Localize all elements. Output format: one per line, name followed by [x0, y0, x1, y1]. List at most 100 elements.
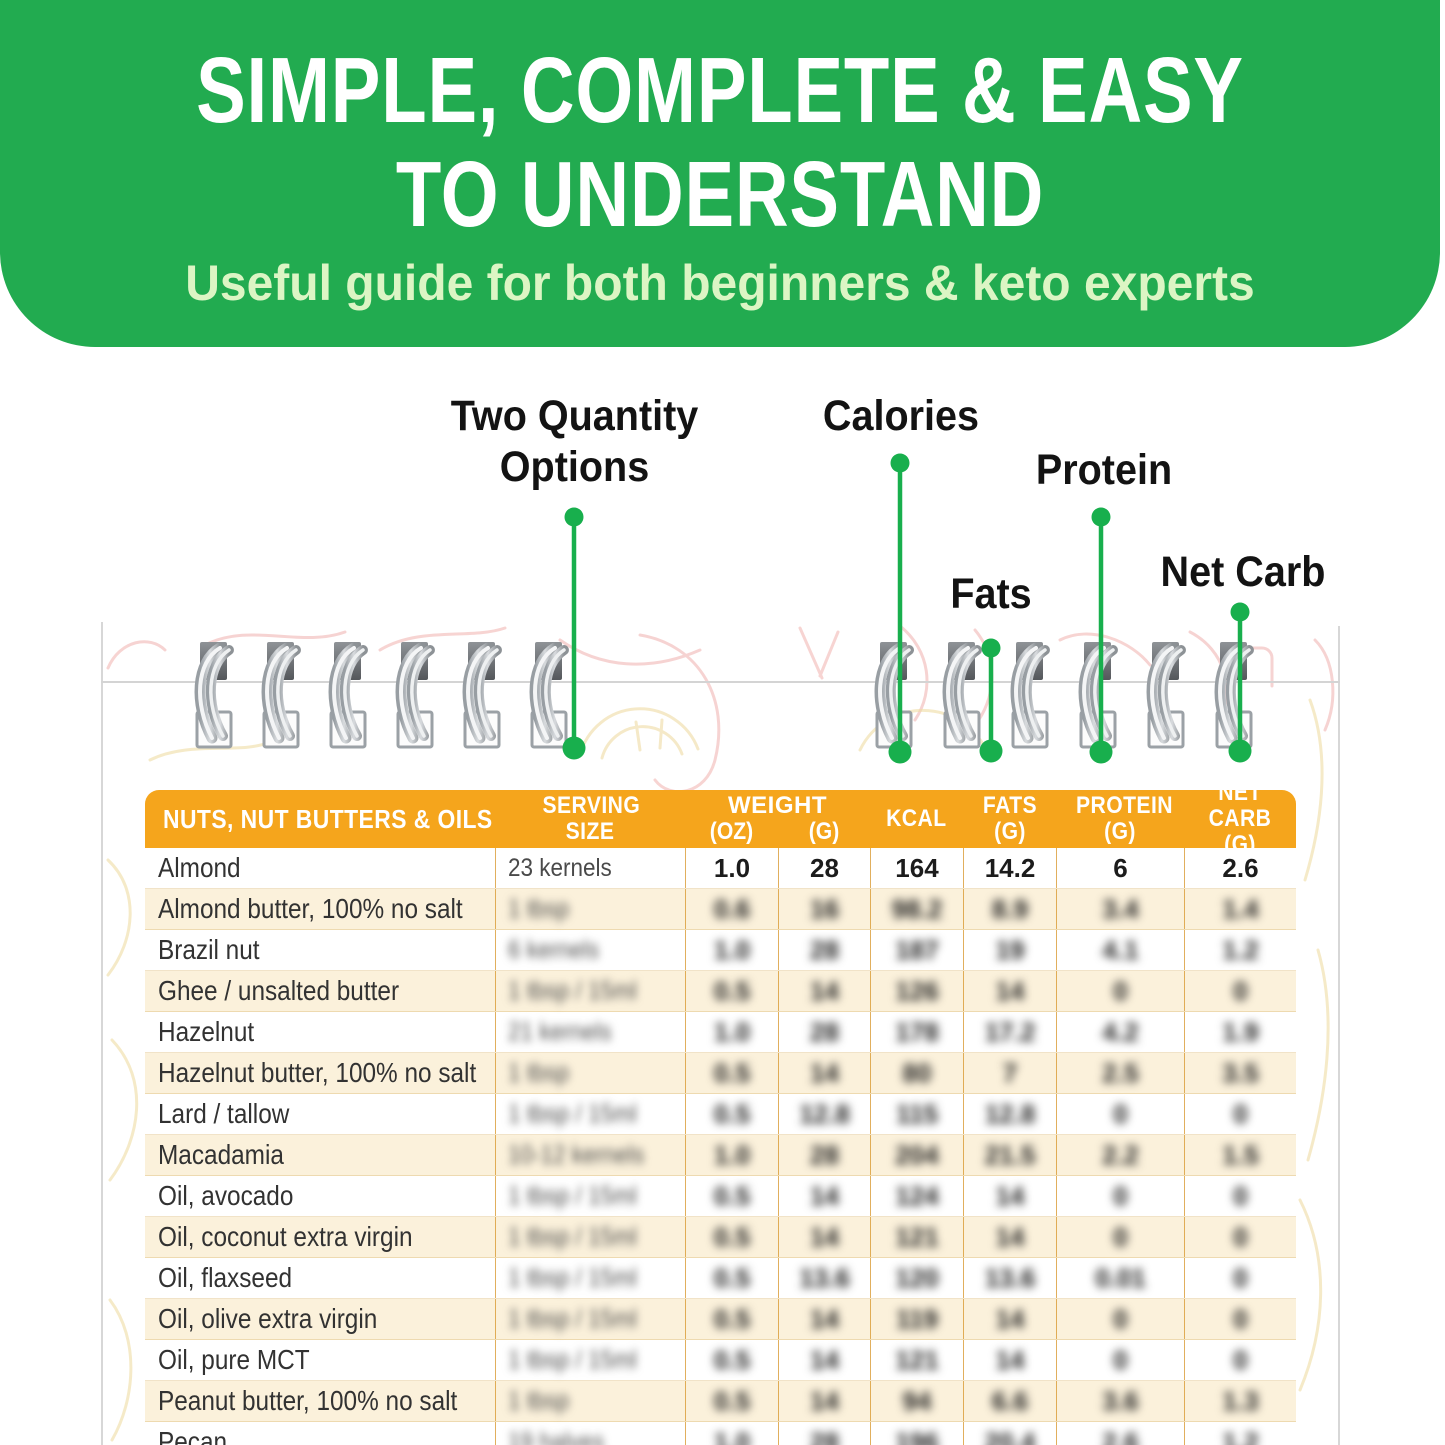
kcal-value: 80: [870, 1053, 963, 1093]
netcarb-value: 1.5: [1184, 1135, 1296, 1175]
protein-value: 3.6: [1056, 1381, 1184, 1421]
weight-g: 14: [778, 1299, 870, 1339]
fats-value: 19: [963, 930, 1056, 970]
weight-g: 14: [778, 1217, 870, 1257]
netcarb-value: 2.6: [1184, 848, 1296, 888]
label-net-carb: Net Carb: [1160, 548, 1326, 596]
weight-oz: 0.5: [685, 1053, 778, 1093]
serving-size: 1 tbsp / 15ml: [495, 1340, 685, 1380]
weight-oz: 1.0: [685, 1012, 778, 1052]
food-name: Oil, pure MCT: [158, 1344, 310, 1375]
serving-size: 1 tbsp: [495, 889, 685, 929]
weight-g: 14: [778, 1176, 870, 1216]
fats-value: 21.5: [963, 1135, 1056, 1175]
header-weight: WEIGHT: [728, 792, 827, 819]
weight-oz: 0.6: [685, 889, 778, 929]
annotation-line-protein: [1089, 507, 1113, 764]
food-name: Macadamia: [158, 1139, 284, 1170]
weight-g: 28: [778, 1135, 870, 1175]
table-row: Hazelnut butter, 100% no salt 1 tbsp 0.5 14…: [145, 1053, 1296, 1094]
weight-oz: 1.0: [685, 1135, 778, 1175]
fats-value: 14: [963, 1217, 1056, 1257]
protein-value: 0: [1056, 1340, 1184, 1380]
weight-oz: 1.0: [685, 930, 778, 970]
kcal-value: 121: [870, 1340, 963, 1380]
header-fats: FATS (G): [982, 792, 1037, 845]
fats-value: 6.6: [963, 1381, 1056, 1421]
fats-value: 14: [963, 971, 1056, 1011]
serving-size: 1 tbsp / 15ml: [495, 1176, 685, 1216]
weight-g: 28: [778, 848, 870, 888]
header-weight-oz: (OZ): [709, 818, 754, 845]
netcarb-value: 3.5: [1184, 1053, 1296, 1093]
kcal-value: 119: [870, 1299, 963, 1339]
kcal-value: 164: [870, 848, 963, 888]
kcal-value: 124: [870, 1176, 963, 1216]
weight-g: 16: [778, 889, 870, 929]
header-weight-group: WEIGHT (OZ) (G): [685, 790, 870, 848]
spiral-coil: [942, 642, 982, 749]
serving-size: 21 kernels: [495, 1012, 685, 1052]
banner-title: SIMPLE, COMPLETE & EASY TO UNDERSTAND: [144, 38, 1296, 246]
spiral-coil: [395, 642, 435, 749]
spiral-coil: [1214, 642, 1254, 749]
fats-value: 14.2: [963, 848, 1056, 888]
kcal-value: 120: [870, 1258, 963, 1298]
protein-value: 6: [1056, 848, 1184, 888]
kcal-value: 115: [870, 1094, 963, 1134]
page-top-fold-line: [101, 681, 1340, 683]
table-row: Almond butter, 100% no salt 1 tbsp 0.6 16 98…: [145, 889, 1296, 930]
kcal-value: 196: [870, 1422, 963, 1445]
weight-g: 28: [778, 930, 870, 970]
fats-value: 14: [963, 1340, 1056, 1380]
netcarb-value: 1.3: [1184, 1381, 1296, 1421]
spiral-coil: [1146, 642, 1186, 749]
table-row: Lard / tallow 1 tbsp / 15ml 0.5 12.8 115 12.8…: [145, 1094, 1296, 1135]
fats-value: 14: [963, 1299, 1056, 1339]
netcarb-value: 1.2: [1184, 930, 1296, 970]
spiral-coil: [874, 642, 914, 749]
table-row: Peanut butter, 100% no salt 1 tbsp 0.5 14 94…: [145, 1381, 1296, 1422]
serving-size: 1 tbsp: [495, 1053, 685, 1093]
annotation-line-fats: [979, 638, 1003, 763]
fats-value: 7: [963, 1053, 1056, 1093]
serving-size: 6 kernels: [495, 930, 685, 970]
food-name: Peanut butter, 100% no salt: [158, 1385, 458, 1416]
header-protein: PROTEIN (G): [1076, 792, 1173, 845]
protein-value: 0: [1056, 1094, 1184, 1134]
weight-oz: 0.5: [685, 1094, 778, 1134]
spiral-coil: [1078, 642, 1118, 749]
serving-size: 10-12 kernels: [495, 1135, 685, 1175]
table-row: Oil, coconut extra virgin 1 tbsp / 15ml 0.…: [145, 1217, 1296, 1258]
table-row: Oil, avocado 1 tbsp / 15ml 0.5 14 124 14 0 0: [145, 1176, 1296, 1217]
netcarb-value: 0: [1184, 1258, 1296, 1298]
food-name: Hazelnut: [158, 1016, 255, 1047]
page-left-edge: [101, 622, 103, 1445]
weight-g: 13.6: [778, 1258, 870, 1298]
netcarb-value: 1.2: [1184, 1422, 1296, 1445]
table-row: Ghee / unsalted butter 1 tbsp / 15ml 0.5 14…: [145, 971, 1296, 1012]
serving-size: 1 tbsp / 15ml: [495, 1258, 685, 1298]
food-name: Oil, coconut extra virgin: [158, 1221, 413, 1252]
table-row: Oil, flaxseed 1 tbsp / 15ml 0.5 13.6 120 13.6…: [145, 1258, 1296, 1299]
food-name: Ghee / unsalted butter: [158, 975, 400, 1006]
food-name: Almond butter, 100% no salt: [158, 893, 463, 924]
protein-value: 4.2: [1056, 1012, 1184, 1052]
label-fats: Fats: [950, 570, 1032, 618]
spiral-coil: [328, 642, 368, 749]
fats-value: 8.9: [963, 889, 1056, 929]
protein-value: 0: [1056, 1299, 1184, 1339]
banner-title-line1: SIMPLE, COMPLETE & EASY: [196, 38, 1244, 142]
label-calories: Calories: [822, 392, 980, 440]
page-right-edge: [1338, 626, 1340, 1445]
weight-g: 14: [778, 1381, 870, 1421]
table-rows: Almond 23 kernels 1.0 28 164 14.2 6 2.6 Almond b…: [145, 848, 1296, 1445]
weight-oz: 0.5: [685, 1381, 778, 1421]
table-header-row: NUTS, NUT BUTTERS & OILS SERVING SIZE WE…: [145, 780, 1296, 858]
kcal-value: 126: [870, 971, 963, 1011]
header-serving-size: SERVING SIZE: [542, 792, 641, 845]
fats-value: 13.6: [963, 1258, 1056, 1298]
weight-oz: 1.0: [685, 1422, 778, 1445]
fats-value: 14: [963, 1176, 1056, 1216]
banner-title-line2: TO UNDERSTAND: [395, 142, 1045, 246]
